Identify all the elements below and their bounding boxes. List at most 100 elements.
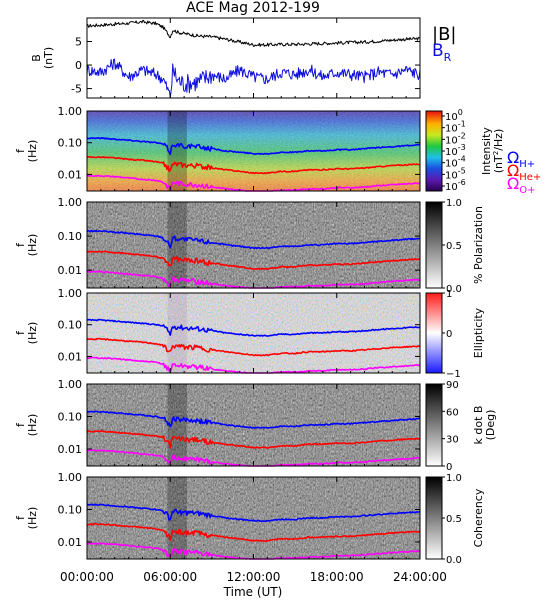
colorbar-tick-label: 0.0 [446, 284, 462, 295]
y-tick-label: 0.01 [58, 264, 83, 277]
y-axis-label: B (nT) [30, 47, 55, 69]
colorbar-tick-label: 0 [446, 329, 452, 340]
y-axis-label-unit: (Hz) [26, 507, 39, 530]
colorbar [425, 476, 443, 560]
colorbar-tick-label: −1 [446, 369, 461, 380]
y-tick-label: 0.01 [58, 443, 83, 456]
spectrogram-texture [87, 111, 420, 191]
disturbance-band [167, 384, 187, 466]
y-axis-label-unit: (Hz) [26, 234, 39, 257]
colorbar [425, 201, 443, 289]
y-tick-label: 0.01 [58, 350, 83, 363]
panel-coherency: 1.00 0.10 0.01 f (Hz) 1.0 0.5 0.0 Coherency [14, 471, 485, 566]
y-tick-label: 1.00 [58, 471, 83, 484]
x-tick-label: 18:00:00 [310, 570, 364, 584]
disturbance-band [167, 293, 187, 373]
y-axis-label: f (Hz) [14, 507, 39, 530]
colorbar-label: Coherency [472, 488, 485, 547]
disturbance-band [167, 111, 187, 191]
x-tick-label: 06:00:00 [143, 570, 197, 584]
colorbar [425, 383, 443, 467]
y-tick-label: 1.00 [58, 287, 83, 300]
x-axis: 00:00:00 06:00:00 12:00:00 18:00:00 24:00:00 [60, 18, 447, 584]
colorbar [425, 110, 443, 192]
colorbar-label-title: Ellipticity [472, 307, 485, 358]
y-axis-label: f (Hz) [14, 322, 39, 345]
legend-gyrofrequency-h-plus: ΩH+ [507, 148, 535, 170]
colorbar-label: Ellipticity [472, 307, 485, 358]
colorbar-tick-label: 0.5 [446, 241, 462, 252]
colorbar-tick-label: 1.0 [446, 473, 462, 484]
colorbar-label: % Polarization [472, 206, 485, 284]
legend-b-total: |B| [432, 24, 456, 45]
colorbar-tick-label: 10-3 [445, 143, 466, 158]
colorbar-label-title: Intensity [480, 127, 493, 175]
y-axis-label-unit: (Hz) [26, 322, 39, 345]
y-tick-label: 1.00 [58, 378, 83, 391]
y-axis-label-symbol: f [14, 148, 27, 153]
y-axis-label-symbol: f [14, 242, 27, 247]
colorbar-tick-label: 10-1 [445, 120, 466, 135]
colorbar [425, 292, 443, 374]
y-tick-label: -5 [71, 83, 82, 96]
gyrofrequency-he-plus-line [86, 156, 421, 175]
series-line-b-total [86, 19, 421, 47]
y-tick-label: 0.01 [58, 168, 83, 181]
colorbar-tick-label: 30 [446, 435, 459, 446]
gyrofrequency-he-plus-line [86, 250, 421, 271]
panel-magnetic-field: -5 0 5 B (nT) |B|BR [30, 17, 456, 99]
spectrogram-texture [87, 384, 420, 466]
colorbar-label-title: k dot B [472, 406, 485, 445]
disturbance-band [167, 477, 187, 559]
panel-ellipticity: 1.00 0.10 0.01 f (Hz) 1 0 −1 Ellipticity [14, 287, 485, 380]
colorbar-tick-label: 1.0 [446, 198, 462, 209]
colorbar-label: Intensity (nT2/Hz) [480, 127, 505, 175]
y-tick-label: 0.10 [58, 230, 83, 243]
y-axis-label-symbol: f [14, 515, 27, 520]
colorbar-tick-label: 10-4 [445, 155, 466, 170]
colorbar-label: k dot B (Deg) [472, 406, 497, 445]
disturbance-band [167, 202, 187, 288]
legend-gyrofrequency-he-plus: ΩHe+ [507, 161, 541, 183]
x-axis-label: Time (UT) [223, 585, 283, 599]
gyrofrequency-he-plus-line [86, 522, 421, 543]
y-tick-label: 0.01 [58, 536, 83, 549]
colorbar-label-unit: (Deg) [484, 410, 497, 441]
y-tick-label: 0.10 [58, 504, 83, 517]
gyrofrequency-he-plus-line [86, 337, 421, 357]
colorbar-tick-label: 100 [445, 108, 463, 123]
panel-k-dot-b: 1.00 0.10 0.01 f (Hz) 90 60 30 0 k dot B (Deg) [14, 378, 497, 473]
colorbar-label-title: Coherency [472, 488, 485, 547]
y-tick-label: 0 [75, 59, 82, 72]
gyrofrequency-h-plus-line [86, 503, 421, 523]
gyrofrequency-he-plus-line [86, 429, 421, 449]
x-tick-label: 24:00:00 [393, 570, 447, 584]
series-line-b-r [86, 58, 421, 98]
y-tick-label: 1.00 [58, 105, 83, 118]
y-tick-label: 0.10 [58, 411, 83, 424]
legend-b-r: BR [432, 41, 452, 64]
y-axis-label: f (Hz) [14, 414, 39, 437]
panel-power-spectrum: 1.00 0.10 0.01 f (Hz) 10010-110-210-310-410-5… [14, 105, 541, 196]
gyrofrequency-h-plus-line [87, 318, 421, 337]
x-tick-label: 00:00:00 [60, 570, 114, 584]
colorbar-tick-label: 60 [446, 407, 459, 418]
colorbar-label-unit: (nT2/Hz) [492, 129, 505, 174]
x-tick-label: 12:00:00 [227, 570, 281, 584]
plot-area [87, 18, 420, 98]
spectrogram-texture [87, 202, 420, 288]
gyrofrequency-h-plus-line [86, 136, 421, 156]
y-axis-label: f (Hz) [14, 234, 39, 257]
colorbar-tick-label: 10-2 [445, 131, 466, 146]
y-axis-label-unit: (nT) [42, 47, 55, 69]
legend-gyrofrequency-o-plus: ΩO+ [507, 174, 535, 196]
colorbar-label-title: % Polarization [472, 206, 485, 284]
colorbar-tick-label: 90 [446, 380, 459, 391]
spectrogram-texture [87, 293, 420, 373]
spectrogram-texture [87, 477, 420, 559]
colorbar-tick-label: 0.5 [446, 514, 462, 525]
colorbar-tick-label: 0 [446, 462, 452, 473]
colorbar-tick-label: 1 [446, 289, 452, 300]
y-axis-label-symbol: f [14, 422, 27, 427]
